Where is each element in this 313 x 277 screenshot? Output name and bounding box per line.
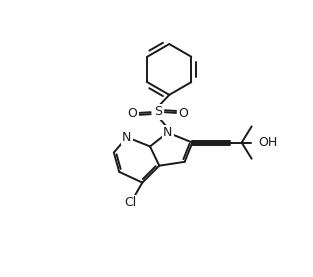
Text: Cl: Cl [125,196,137,209]
Text: S: S [154,105,162,118]
Text: N: N [122,131,131,144]
Text: O: O [178,107,188,120]
Text: N: N [163,126,172,139]
Text: O: O [127,107,137,120]
Text: OH: OH [258,136,277,149]
